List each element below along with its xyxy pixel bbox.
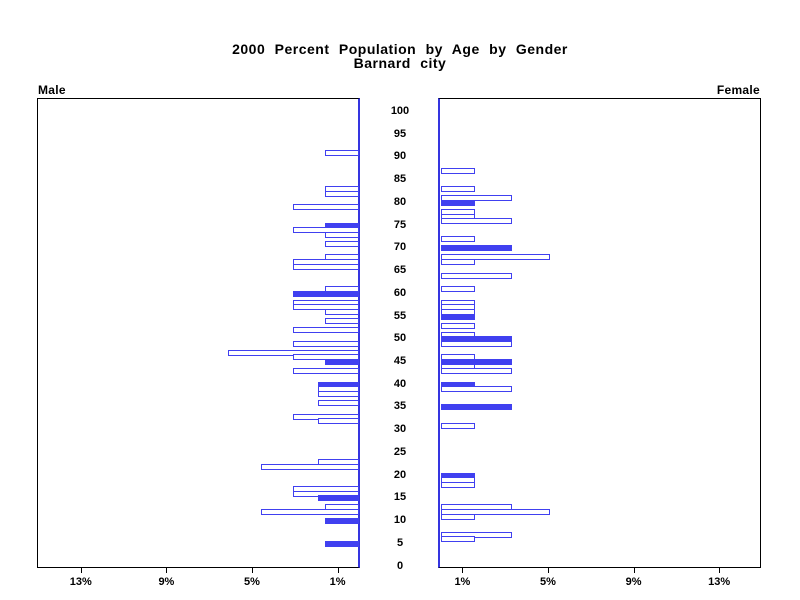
female-bar-age-80: [441, 199, 475, 206]
age-tick-label: 15: [393, 491, 407, 504]
age-tick-label: 50: [393, 332, 407, 345]
male-percent-tick-label: 13%: [69, 576, 92, 588]
female-bar-age-7: [441, 531, 512, 538]
female-bar-age-70: [441, 245, 512, 252]
age-tick-label: 45: [393, 354, 407, 367]
male-bar-age-22: [261, 463, 359, 470]
female-percent-tick-label: 9%: [625, 576, 642, 588]
female-bar-age-11: [441, 513, 475, 520]
age-tick-label: 100: [390, 104, 410, 117]
female-percent-tick-label: 1%: [454, 576, 471, 588]
male-bar-age-45: [325, 358, 359, 365]
female-bar-age-68: [441, 254, 550, 261]
female-bar-age-45: [441, 358, 512, 365]
male-bar-age-91: [325, 149, 359, 156]
male-bar-age-10: [325, 518, 359, 525]
female-bar-age-83: [441, 186, 475, 193]
female-bar-age-55: [441, 313, 475, 320]
male-panel-label: Male: [38, 83, 66, 97]
age-tick-label: 55: [393, 309, 407, 322]
female-bar-age-35: [441, 404, 512, 411]
male-bar-age-52: [293, 327, 359, 334]
male-bar-age-66: [293, 263, 359, 270]
female-percent-tick-label: 5%: [540, 576, 556, 588]
female-bar-age-39: [441, 386, 512, 393]
male-bar-age-56: [325, 308, 359, 315]
age-tick-label: 20: [393, 468, 407, 481]
male-bar-age-5: [325, 540, 359, 547]
male-bar-age-54: [325, 318, 359, 325]
female-bar-age-81: [441, 195, 512, 202]
age-tick-label: 5: [396, 536, 404, 549]
female-bar-age-6: [441, 536, 475, 543]
age-tick-label: 90: [393, 150, 407, 163]
male-bar-age-60: [293, 290, 359, 297]
male-bar-age-12: [261, 508, 359, 515]
chart-title: 2000 Percent Population by Age by Gender: [232, 41, 568, 57]
age-tick-label: 65: [393, 264, 407, 277]
female-bar-age-31: [441, 422, 475, 429]
male-tick-mark: [337, 568, 339, 573]
age-tick-label: 10: [393, 514, 407, 527]
age-tick-label: 0: [396, 559, 404, 572]
male-bar-age-49: [293, 340, 359, 347]
male-percent-tick-label: 9%: [158, 576, 175, 588]
male-bar-age-32: [318, 418, 359, 425]
female-tick-mark: [719, 568, 721, 573]
age-tick-label: 30: [393, 423, 407, 436]
age-tick-label: 60: [393, 286, 407, 299]
male-bar-age-38: [318, 390, 359, 397]
age-tick-label: 75: [393, 218, 407, 231]
chart-subtitle: Barnard city: [353, 55, 447, 71]
male-bar-age-15: [318, 495, 359, 502]
male-bar-age-36: [318, 399, 359, 406]
male-percent-tick-label: 5%: [244, 576, 260, 588]
male-bar-age-71: [325, 240, 359, 247]
male-bar-age-73: [325, 231, 359, 238]
female-bar-age-49: [441, 340, 512, 347]
male-bar-age-82: [325, 190, 359, 197]
male-bar-age-43: [293, 368, 359, 375]
age-tick-label: 80: [393, 195, 407, 208]
female-bar-age-18: [441, 481, 475, 488]
male-tick-mark: [252, 568, 253, 573]
female-panel-label: Female: [716, 83, 760, 97]
female-tick-mark: [462, 568, 464, 573]
female-bar-age-12: [441, 508, 550, 515]
male-bar-age-79: [293, 204, 359, 211]
female-bar-age-61: [441, 286, 475, 293]
age-tick-label: 85: [393, 173, 407, 186]
age-tick-label: 25: [393, 445, 407, 458]
female-bar-age-72: [441, 236, 475, 243]
age-tick-label: 70: [393, 241, 407, 254]
female-bar-age-43: [441, 368, 512, 375]
female-panel: [438, 98, 761, 568]
age-tick-label: 35: [393, 400, 407, 413]
age-tick-label: 40: [393, 377, 407, 390]
female-bar-age-76: [441, 218, 512, 225]
age-tick-label: 95: [393, 127, 407, 140]
female-tick-mark: [548, 568, 549, 573]
female-bar-age-87: [441, 168, 475, 175]
female-bar-age-67: [441, 258, 475, 265]
female-bar-age-53: [441, 322, 475, 329]
male-percent-tick-label: 1%: [329, 576, 346, 588]
female-percent-tick-label: 13%: [708, 576, 731, 588]
female-tick-mark: [633, 568, 635, 573]
male-tick-mark: [166, 568, 168, 573]
female-bar-age-64: [441, 272, 512, 279]
male-tick-mark: [80, 568, 82, 573]
